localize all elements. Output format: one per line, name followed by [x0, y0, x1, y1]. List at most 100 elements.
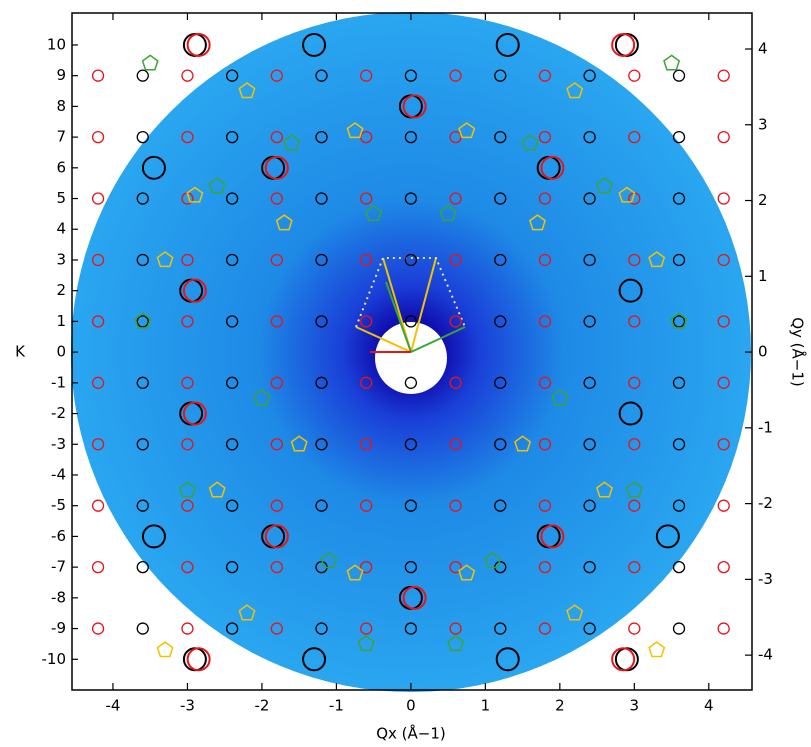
circle-marker [538, 315, 552, 328]
pentagon-marker [663, 54, 681, 71]
pentagon-marker [275, 214, 293, 231]
circle-marker [225, 560, 239, 574]
pentagon-marker [625, 481, 643, 498]
y-tick-label: 1 [56, 312, 66, 330]
pentagon-marker [648, 641, 666, 658]
y2-tick-label: 4 [758, 39, 768, 57]
large-circle-marker [611, 32, 636, 57]
circle-marker [136, 130, 149, 144]
pentagon-marker [320, 552, 338, 569]
pentagon-marker [551, 389, 569, 406]
circle-marker [628, 69, 641, 82]
circle-marker [136, 376, 149, 389]
y-tick-label: -4 [51, 465, 66, 483]
circle-marker [91, 376, 105, 389]
large-circle-marker [655, 524, 680, 549]
circle-marker [449, 438, 462, 451]
circle-marker [717, 192, 730, 205]
x-tick-label: 1 [481, 697, 491, 715]
circle-marker [270, 192, 283, 205]
circle-marker [583, 192, 596, 205]
circle-marker [494, 253, 507, 267]
circle-marker [360, 376, 373, 389]
pentagon-marker [596, 481, 613, 498]
circle-marker [91, 560, 105, 574]
circle-marker [136, 315, 149, 328]
circle-marker [538, 376, 552, 389]
circle-marker [270, 560, 283, 574]
large-circle-marker [540, 524, 565, 549]
pentagon-marker [648, 251, 666, 268]
circle-marker [628, 253, 641, 267]
circle-marker [136, 192, 149, 205]
pentagon-marker [290, 435, 308, 452]
circle-marker [91, 499, 105, 512]
y2-tick-label: -1 [758, 418, 773, 436]
pentagon-marker [156, 641, 174, 658]
circle-marker [449, 560, 462, 574]
x-tick-label: 3 [630, 697, 640, 715]
circle-marker [538, 560, 552, 574]
circle-marker [136, 499, 149, 512]
pentagon-marker [238, 604, 256, 621]
circle-marker [225, 376, 239, 389]
y-tick-label: 10 [47, 35, 66, 53]
circle-marker [181, 253, 194, 267]
circle-marker [225, 622, 239, 635]
large-circle-marker [495, 647, 520, 672]
pentagon-marker [238, 82, 256, 99]
large-circle-marker [186, 647, 211, 672]
large-circle-marker [186, 32, 211, 57]
y-tick-label: -10 [42, 650, 67, 668]
y-tick-label: 4 [56, 220, 66, 238]
large-circle-marker [141, 524, 166, 549]
circle-marker [91, 622, 105, 635]
large-circle-marker [302, 647, 327, 672]
y-tick-label: -8 [51, 588, 66, 606]
large-circle-marker [402, 585, 427, 610]
y-tick-label: 2 [56, 281, 66, 299]
pentagon-marker [458, 564, 476, 581]
circle-marker [315, 315, 328, 328]
circle-marker [315, 376, 328, 389]
circle-marker [270, 130, 283, 144]
y-tick-label: 7 [56, 128, 66, 146]
circle-marker [628, 499, 641, 512]
circle-marker [360, 622, 373, 635]
pentagon-marker [514, 435, 532, 452]
circle-marker [449, 499, 462, 512]
circle-marker [583, 560, 596, 574]
circle-marker [672, 376, 686, 389]
y2-axis-label: Qy (Å−1) [789, 317, 808, 387]
circle-marker [538, 438, 552, 451]
x-tick-label: -1 [329, 697, 344, 715]
circle-marker [181, 438, 194, 451]
y-tick-label: 8 [56, 97, 66, 115]
circle-marker [315, 130, 328, 144]
circle-marker [270, 376, 283, 389]
pentagon-marker [458, 122, 476, 139]
pentagon-marker [178, 481, 196, 498]
pentagon-marker [346, 122, 364, 139]
circle-marker [360, 315, 373, 328]
circle-marker [672, 69, 686, 82]
circle-marker [270, 499, 283, 512]
circle-marker [315, 499, 328, 512]
circle-marker [672, 499, 686, 512]
circle-marker [404, 499, 418, 512]
circle-marker [449, 376, 462, 389]
circle-marker [494, 376, 507, 389]
circle-marker [717, 499, 730, 512]
circle-marker [225, 253, 239, 267]
circle-marker [583, 315, 596, 328]
y-tick-label: -6 [51, 527, 66, 545]
large-circle-marker [302, 32, 327, 57]
pentagon-marker [618, 186, 636, 203]
circle-marker [494, 499, 507, 512]
circle-marker [672, 192, 686, 205]
pentagon-marker [566, 604, 584, 621]
circle-marker [181, 69, 194, 82]
circle-marker [270, 69, 283, 82]
circle-marker [583, 499, 596, 512]
